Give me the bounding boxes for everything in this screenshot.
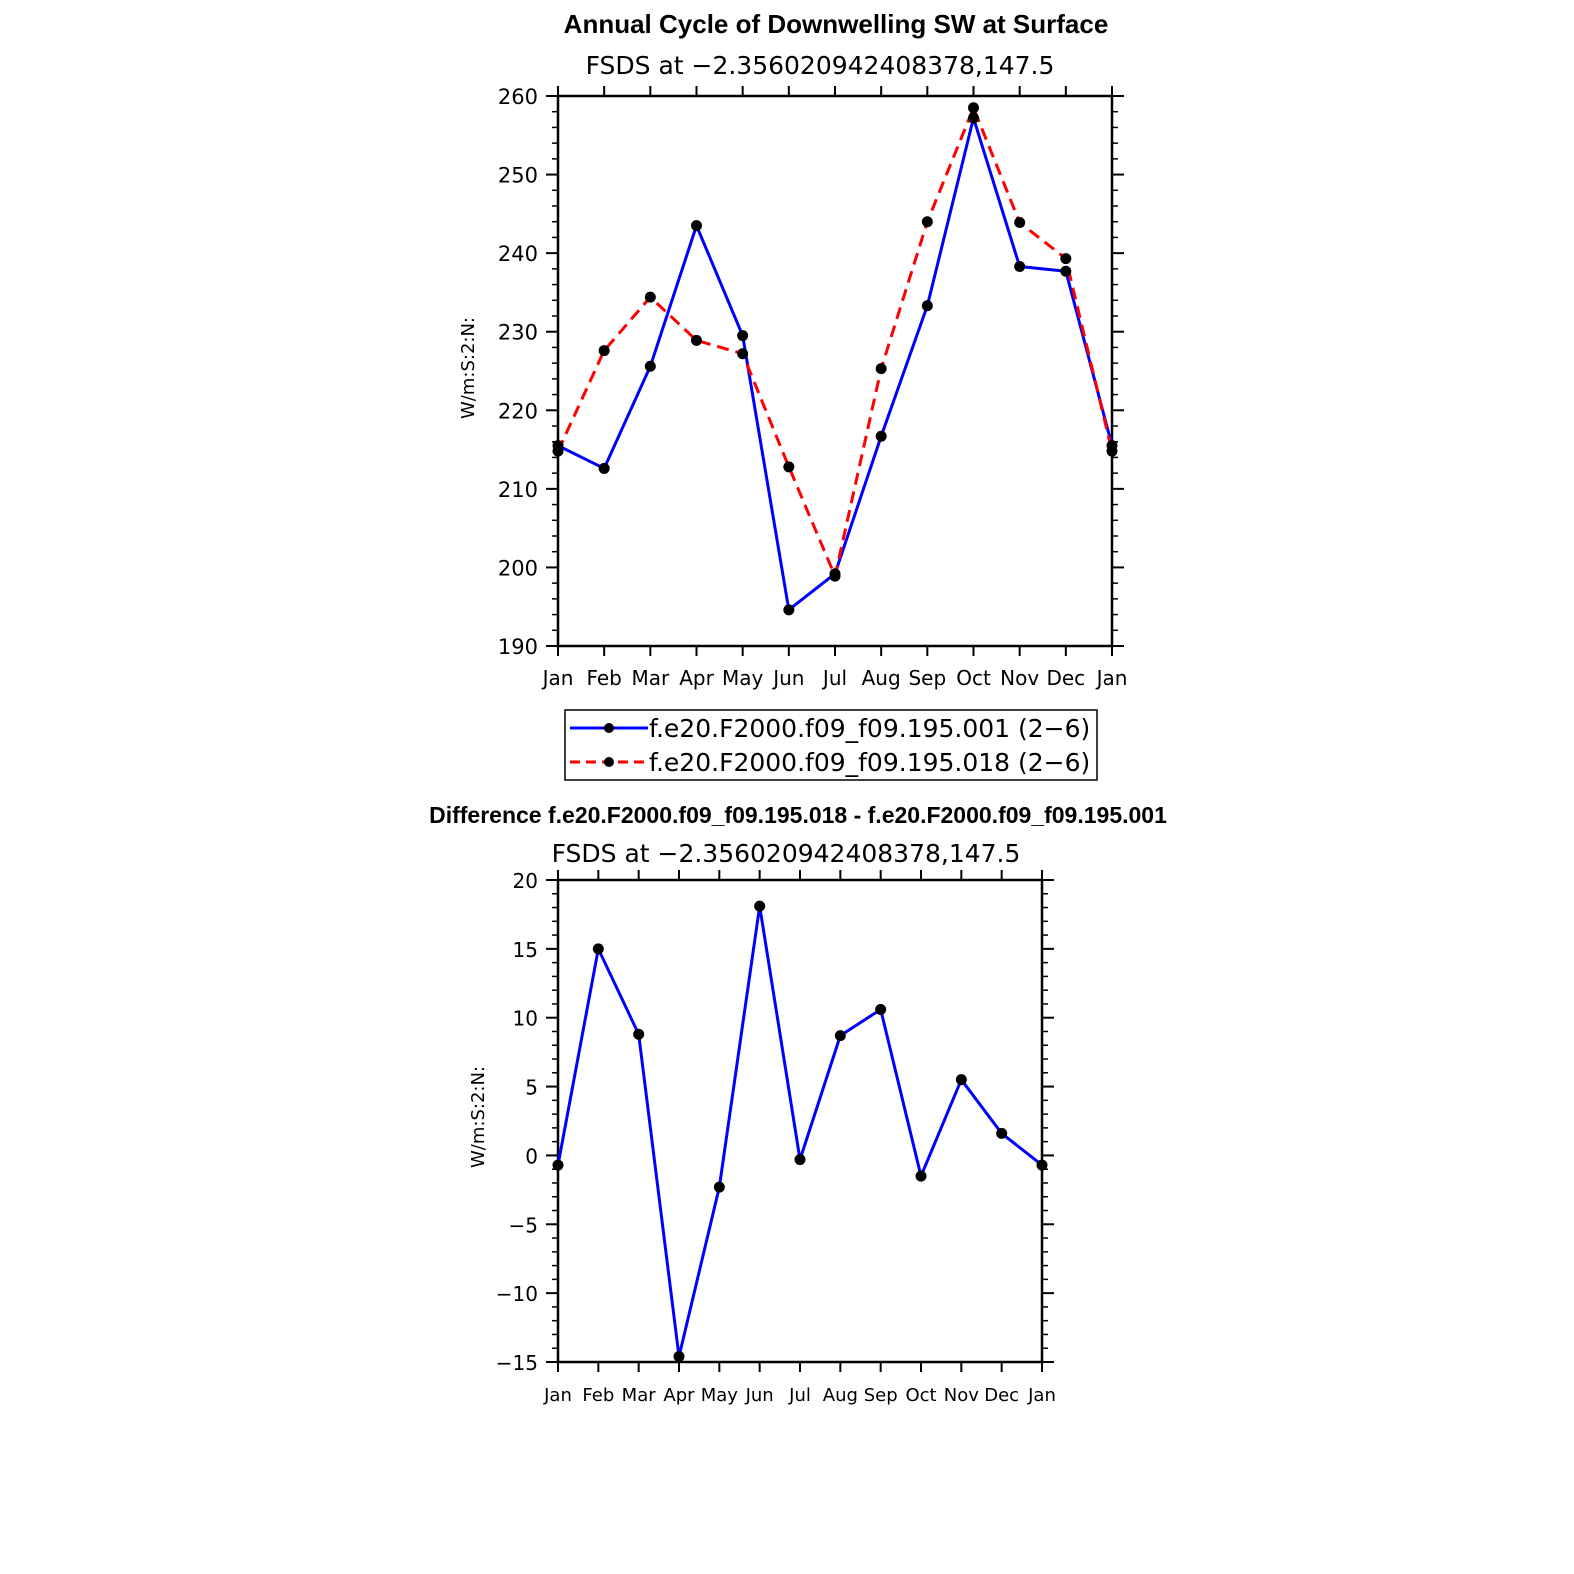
x-tick-label: Jun: [771, 666, 804, 690]
x-tick-label: Mar: [622, 1385, 657, 1406]
x-tick-label: Sep: [908, 666, 946, 690]
data-point-series-1: [875, 1003, 887, 1015]
data-point-series-1: [673, 1350, 685, 1362]
y-tick-label: 10: [513, 1007, 538, 1031]
data-point-series-1: [915, 1170, 927, 1182]
data-point-series-1: [968, 112, 979, 124]
x-tick-label: Dec: [1046, 666, 1085, 690]
x-tick-label: Jan: [543, 1385, 572, 1406]
series-line-1: [556, 904, 1043, 1358]
data-point-series-1: [713, 1181, 725, 1193]
data-point-series-2: [552, 445, 564, 457]
data-point-series-1: [794, 1154, 806, 1166]
y-axis-label: W/m:S:2:N:: [468, 1066, 489, 1168]
x-tick-label: May: [722, 666, 764, 690]
x-tick-label: Jul: [821, 666, 847, 690]
y-tick-label: 210: [498, 478, 538, 502]
x-tick-label: Jun: [745, 1385, 774, 1406]
legend-label-series-2: f.e20.F2000.f09_f09.195.018 (2−6): [649, 748, 1090, 777]
legend-marker-series-2: [604, 757, 614, 767]
x-tick-label: Aug: [823, 1385, 858, 1406]
data-point-series-2: [1106, 445, 1118, 457]
chart-subtitle: FSDS at −2.356020942408378,147.5: [586, 51, 1055, 80]
series-line-1: [557, 116, 1114, 612]
data-point-series-1: [1014, 261, 1026, 272]
data-point-series-1: [737, 330, 749, 342]
data-point-series-2: [644, 291, 656, 303]
data-point-series-1: [1036, 1159, 1048, 1171]
y-tick-label: 230: [498, 321, 538, 345]
x-tick-label: Apr: [679, 666, 714, 690]
y-tick-label: 190: [498, 635, 538, 659]
data-point-series-2: [968, 102, 979, 114]
x-tick-label: Apr: [663, 1385, 695, 1406]
x-tick-label: Oct: [956, 666, 991, 690]
x-tick-label: Feb: [586, 666, 621, 690]
x-tick-label: Feb: [582, 1385, 614, 1406]
y-tick-label: 20: [513, 869, 538, 893]
data-point-series-2: [783, 461, 795, 473]
data-point-series-1: [996, 1127, 1008, 1139]
data-point-series-2: [1014, 217, 1026, 228]
y-tick-label: −10: [496, 1282, 538, 1306]
x-tick-label: Jan: [541, 666, 574, 690]
chart-title: Annual Cycle of Downwelling SW at Surfac…: [564, 9, 1109, 39]
x-tick-label: Sep: [864, 1385, 898, 1406]
plot-frame: [556, 878, 1044, 1364]
data-point-series-1: [598, 462, 610, 474]
data-point-series-1: [691, 220, 702, 232]
data-point-series-1: [754, 900, 766, 912]
y-tick-label: 260: [498, 85, 538, 109]
difference-chart: Difference f.e20.F2000.f09_f09.195.018 -…: [429, 802, 1167, 1406]
data-point-series-1: [592, 943, 604, 955]
data-point-series-2: [737, 348, 749, 360]
legend: f.e20.F2000.f09_f09.195.001 (2−6) f.e20.…: [564, 709, 1098, 781]
data-point-series-1: [955, 1074, 967, 1086]
data-point-series-1: [834, 1030, 846, 1042]
x-tick-label: Dec: [984, 1385, 1019, 1406]
data-point-series-1: [552, 1159, 564, 1171]
data-point-series-2: [691, 334, 702, 346]
data-point-series-1: [783, 604, 795, 616]
x-tick-label: Jan: [1095, 666, 1128, 690]
legend-marker-series-1: [604, 723, 614, 733]
chart-subtitle: FSDS at −2.356020942408378,147.5: [552, 839, 1021, 868]
data-point-series-1: [644, 360, 656, 372]
data-point-series-1: [1060, 265, 1072, 277]
plot-frame: [556, 94, 1114, 648]
data-point-series-2: [829, 570, 841, 582]
legend-label-series-1: f.e20.F2000.f09_f09.195.001 (2−6): [649, 714, 1090, 743]
y-tick-label: −15: [496, 1351, 538, 1375]
legend-box: [564, 709, 1098, 781]
y-tick-label: 200: [498, 556, 538, 580]
series-line-2: [556, 106, 1114, 578]
x-tick-label: Jan: [1027, 1385, 1056, 1406]
data-point-series-1: [875, 430, 887, 442]
x-tick-label: May: [701, 1385, 739, 1406]
annual-cycle-chart: Annual Cycle of Downwelling SW at Surfac…: [458, 9, 1127, 690]
data-point-series-1: [633, 1028, 645, 1040]
y-tick-label: 5: [525, 1076, 538, 1100]
y-tick-label: 0: [525, 1144, 538, 1168]
y-tick-label: −5: [509, 1213, 538, 1237]
data-point-series-2: [1060, 253, 1072, 265]
data-point-series-2: [875, 363, 887, 375]
y-tick-label: 240: [498, 242, 538, 266]
y-tick-label: 220: [498, 399, 538, 423]
y-axis-label: W/m:S:2:N:: [458, 317, 479, 419]
y-tick-label: 15: [513, 938, 538, 962]
y-tick-label: 250: [498, 164, 538, 188]
data-point-series-2: [921, 216, 933, 228]
x-tick-label: Aug: [862, 666, 901, 690]
x-tick-label: Jul: [788, 1385, 811, 1406]
x-tick-label: Nov: [944, 1385, 979, 1406]
x-tick-label: Nov: [1000, 666, 1039, 690]
chart-title: Difference f.e20.F2000.f09_f09.195.018 -…: [429, 802, 1167, 828]
x-tick-label: Oct: [905, 1385, 936, 1406]
data-point-series-1: [921, 300, 933, 312]
x-tick-label: Mar: [631, 666, 670, 690]
data-point-series-2: [598, 345, 610, 357]
